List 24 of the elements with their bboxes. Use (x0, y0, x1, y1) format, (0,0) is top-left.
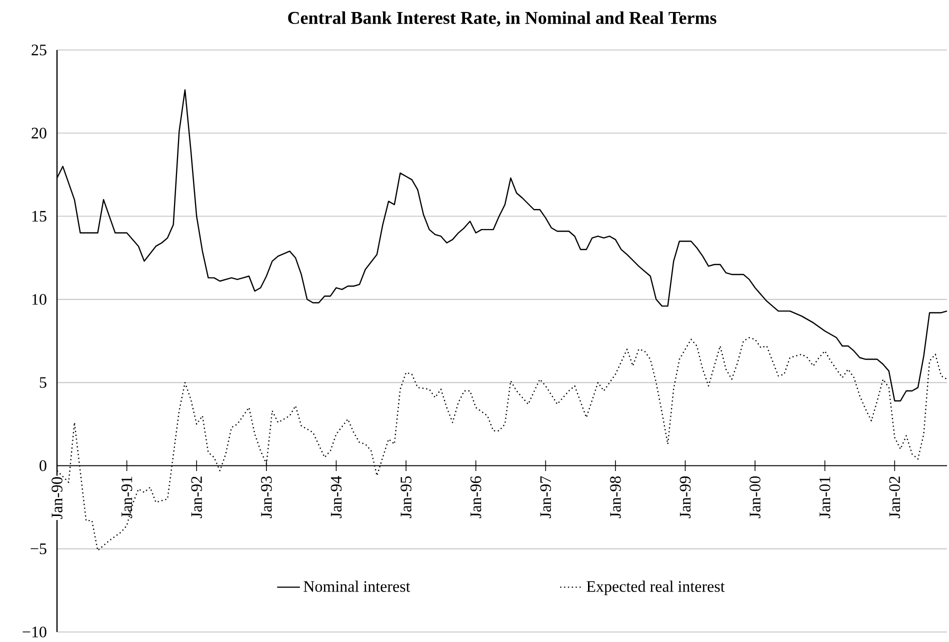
legend-label: Expected real interest (586, 580, 725, 596)
y-tick-label: 15 (32, 211, 46, 222)
x-tick-label: Jan-95 (400, 476, 412, 518)
x-tick-label: Jan-96 (470, 476, 482, 518)
y-tick-label: −5 (30, 544, 46, 554)
y-tick-label: 20 (32, 128, 46, 139)
y-tick-label: 5 (40, 377, 46, 388)
y-tick-label: −10 (22, 626, 46, 638)
y-tick-label: 10 (32, 294, 46, 305)
y-tick-label: 0 (40, 460, 46, 472)
x-tick-label: Jan-99 (680, 476, 691, 518)
x-tick-label: Jan-94 (330, 476, 342, 518)
x-tick-label: Jan-93 (261, 476, 272, 518)
x-tick-label: Jan-92 (191, 476, 202, 518)
x-tick-label: Jan-90 (52, 477, 62, 519)
x-tick-label: Jan-00 (750, 476, 760, 518)
x-tick-label: Jan-98 (610, 476, 621, 518)
x-tick-label: Jan-97 (540, 476, 551, 518)
x-tick-label: Jan-02 (889, 476, 900, 518)
x-tick-label: Jan-91 (121, 476, 132, 518)
legend-label: Nominal interest (304, 580, 410, 592)
chart-title: Central Bank Interest Rate, in Nominal and Real Terms (288, 11, 716, 27)
y-tick-label: 25 (32, 44, 46, 56)
x-tick-label: Jan-01 (819, 476, 830, 518)
